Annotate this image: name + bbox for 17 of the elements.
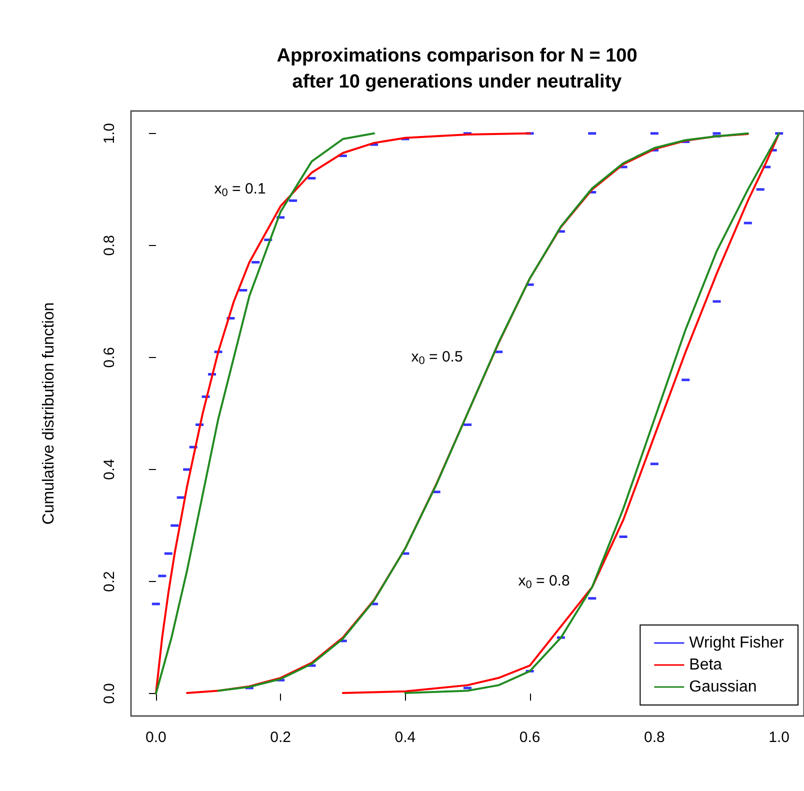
legend-label: Gaussian	[689, 678, 757, 696]
y-axis-title: Cumulative distribution function	[40, 302, 58, 525]
x-tick-label: 0.0	[145, 729, 166, 746]
x-tick-label: 0.8	[644, 729, 665, 746]
y-tick-label: 0.8	[101, 235, 118, 256]
y-tick-label: 0.2	[101, 571, 118, 592]
y-tick-label: 1.0	[101, 122, 118, 144]
y-tick-label: 0.4	[101, 459, 118, 480]
chart-title: Approximations comparison for N = 100 after 10 generations under neutrality	[276, 46, 638, 92]
y-tick-label: 0.6	[101, 347, 118, 368]
x-tick-label: 0.2	[270, 729, 291, 746]
y-tick-label: 0.0	[101, 683, 118, 704]
x-tick-label: 0.4	[394, 729, 416, 746]
x-tick-label: 1.0	[768, 729, 790, 746]
x-tick-label: 0.6	[519, 729, 540, 746]
legend-label: Wright Fisher	[689, 634, 785, 652]
legend-label: Beta	[689, 656, 722, 674]
